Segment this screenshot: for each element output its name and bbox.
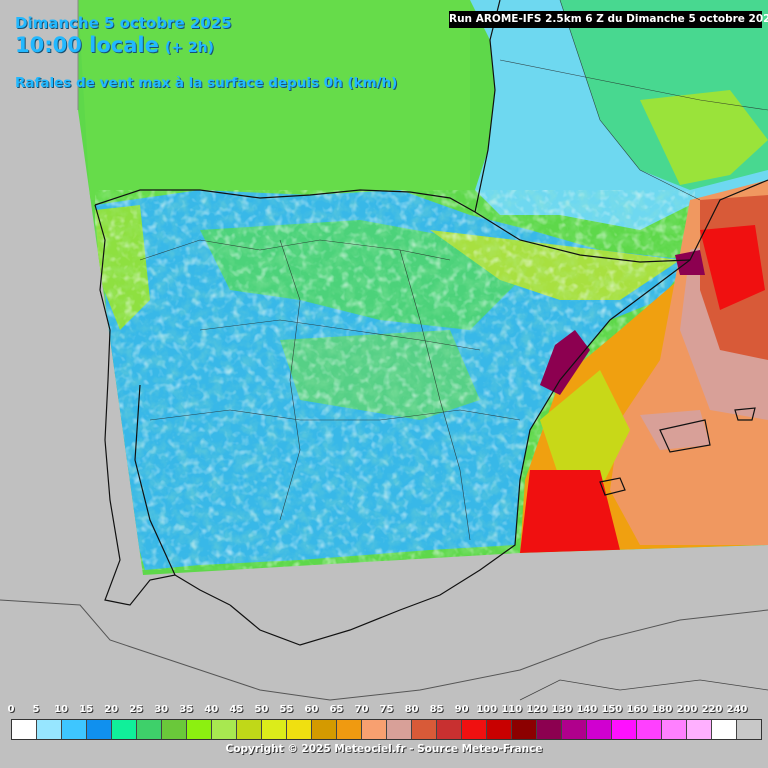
valencia-coast-gusts	[540, 370, 630, 490]
legend-swatch	[12, 720, 37, 739]
legend-swatch	[187, 720, 212, 739]
forecast-time: 10:00 locale (+ 2h)	[15, 33, 214, 57]
balearic-islands	[640, 410, 710, 450]
legend-swatch	[62, 720, 87, 739]
south-east-coast-line	[229, 179, 768, 646]
legend-swatch	[137, 720, 162, 739]
legend-label: 140	[576, 704, 598, 715]
legend-swatch	[712, 720, 737, 739]
legend-label: 85	[429, 704, 444, 715]
legend-label: 180	[651, 704, 673, 715]
legend-label: 75	[379, 704, 394, 715]
legend-swatch	[362, 720, 387, 739]
legend-swatch	[287, 720, 312, 739]
legend-swatch	[112, 720, 137, 739]
legend-label: 45	[229, 704, 244, 715]
legend-swatch	[237, 720, 262, 739]
color-legend	[11, 719, 762, 740]
local-time: 10:00 locale	[15, 33, 159, 57]
bay-of-biscay	[78, 0, 470, 200]
north-africa-coast	[0, 599, 768, 701]
delta-ebro-gusts	[540, 330, 590, 395]
legend-swatch	[387, 720, 412, 739]
legend-label: 5	[32, 704, 40, 715]
france-region-border-2	[499, 59, 768, 111]
legend-swatch	[562, 720, 587, 739]
legend-label: 35	[179, 704, 194, 715]
legend-label: 110	[501, 704, 523, 715]
france-region-border	[559, 0, 701, 201]
legend-swatch	[337, 720, 362, 739]
legend-swatch	[587, 720, 612, 739]
region-border-3	[149, 409, 521, 421]
legend-label: 100	[476, 704, 498, 715]
legend-swatch	[687, 720, 712, 739]
mallorca-outline	[659, 419, 711, 453]
legend-swatch	[87, 720, 112, 739]
legend-swatch	[537, 720, 562, 739]
region-border-4	[279, 239, 301, 521]
legend-swatch	[162, 720, 187, 739]
region-border-5	[399, 249, 471, 541]
legend-label: 220	[701, 704, 723, 715]
legend-swatch	[212, 720, 237, 739]
legend-swatch	[662, 720, 687, 739]
legend-label: 50	[254, 704, 269, 715]
legend-label: 160	[626, 704, 648, 715]
legend-swatch	[37, 720, 62, 739]
north-africa-border	[519, 679, 768, 701]
legend-swatch	[737, 720, 761, 739]
catalonia-peak-gusts	[675, 250, 705, 275]
legend-label: 30	[154, 704, 169, 715]
legend-label: 25	[129, 704, 144, 715]
legend-label: 70	[354, 704, 369, 715]
lead-time: (+ 2h)	[164, 40, 214, 56]
legend-swatch	[637, 720, 662, 739]
legend-label: 240	[726, 704, 748, 715]
legend-label: 55	[279, 704, 294, 715]
legend-label: 15	[79, 704, 94, 715]
alps-land	[640, 90, 768, 185]
gulf-of-lion-core	[700, 225, 765, 310]
legend-label: 10	[54, 704, 69, 715]
legend-label: 80	[404, 704, 419, 715]
legend-label: 40	[204, 704, 219, 715]
west-coast-line	[94, 204, 231, 606]
legend-swatch	[487, 720, 512, 739]
legend-label: 200	[676, 704, 698, 715]
legend-label: 60	[304, 704, 319, 715]
legend-label: 0	[7, 704, 15, 715]
parameter-title: Rafales de vent max à la surface depuis …	[15, 75, 398, 91]
legend-swatch	[262, 720, 287, 739]
legend-label: 130	[551, 704, 573, 715]
legend-label: 65	[329, 704, 344, 715]
legend-swatch	[312, 720, 337, 739]
ibiza-outline	[599, 477, 626, 496]
legend-swatch	[437, 720, 462, 739]
forecast-date: Dimanche 5 octobre 2025	[15, 14, 232, 32]
region-border-1	[139, 239, 451, 261]
pyrenees-border	[474, 211, 691, 263]
region-border-2	[199, 319, 481, 351]
region-borders	[139, 0, 768, 541]
model-run-label: Run AROME-IFS 2.5km 6 Z du Dimanche 5 oc…	[449, 11, 768, 28]
legend-swatch	[612, 720, 637, 739]
legend-swatch	[412, 720, 437, 739]
legend-label: 120	[526, 704, 548, 715]
menorca-outline	[734, 407, 756, 421]
portugal-border	[134, 384, 176, 576]
alboran-east-gusts	[520, 470, 620, 553]
legend-swatch	[512, 720, 537, 739]
copyright-notice: Copyright © 2025 Meteociel.fr - Source M…	[225, 743, 543, 755]
legend-labels: 0 5 10 15 20 25 30 35 40 45 50 55 60 65 70 75 80 85 90 100 1…	[0, 704, 768, 718]
legend-label: 20	[104, 704, 119, 715]
legend-swatch	[462, 720, 487, 739]
north-coast-line	[94, 189, 476, 213]
coastlines	[0, 0, 768, 701]
legend-label: 150	[601, 704, 623, 715]
legend-label: 90	[454, 704, 469, 715]
